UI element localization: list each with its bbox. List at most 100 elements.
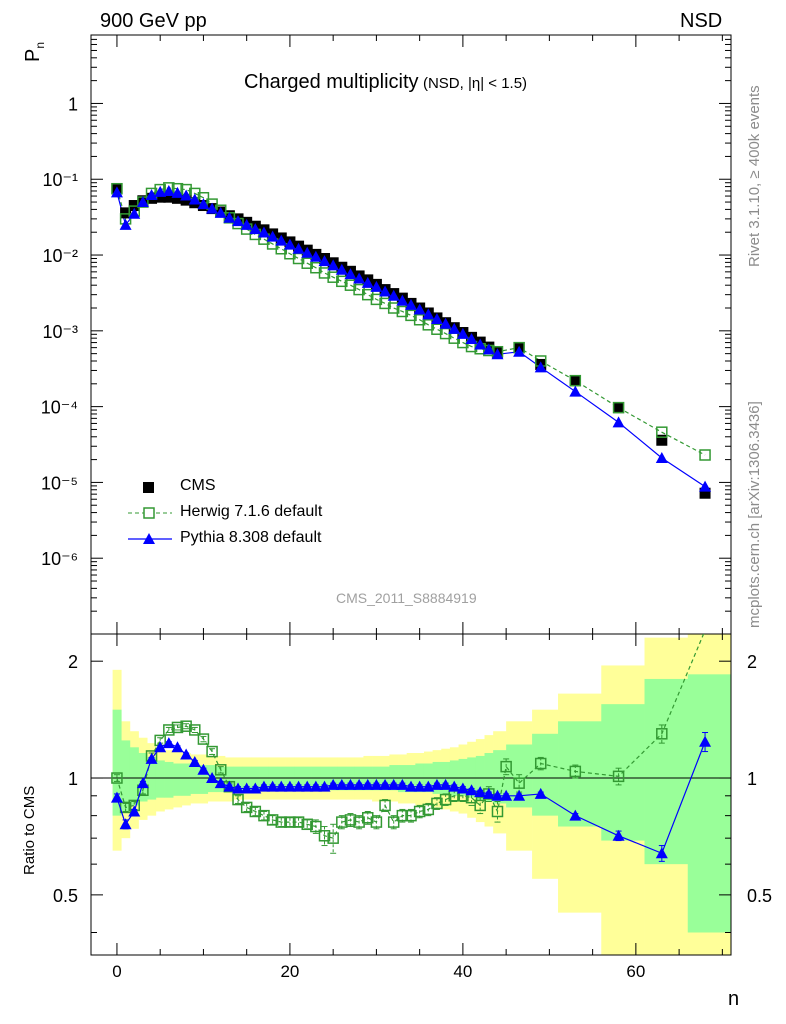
herwig-ratio-point <box>266 814 279 826</box>
uncertainty-band-inner <box>458 758 468 796</box>
pythia-ratio-point <box>361 778 374 790</box>
herwig-ratio-point <box>612 770 625 783</box>
pythia-ratio-point <box>266 780 279 792</box>
ratio-y-tick-label: 1 <box>68 769 78 789</box>
pythia-ratio-point <box>335 778 348 790</box>
cms-point <box>163 191 175 203</box>
pythia-point <box>249 223 262 235</box>
pythia-ratio-point <box>353 778 366 790</box>
herwig-line <box>116 187 706 456</box>
herwig-ratio-point <box>431 797 443 810</box>
uncertainty-band-inner <box>687 674 732 933</box>
uncertainty-band-inner <box>164 761 174 798</box>
pythia-ratio-point <box>188 755 201 767</box>
cms-point <box>120 207 132 219</box>
pythia-ratio-point <box>387 778 400 790</box>
uncertainty-band-inner <box>493 750 507 804</box>
pythia-point <box>422 308 435 320</box>
cms-point <box>613 402 625 414</box>
main-y-tick-label: 10⁻¹ <box>42 170 78 190</box>
pythia-line <box>116 190 706 488</box>
ratio-plot-frame <box>90 633 732 956</box>
pythia-ratio-point <box>699 735 712 747</box>
ratio-xlabel: n <box>728 988 740 1010</box>
herwig-ratio-point <box>232 793 244 806</box>
x-tick-label: 40 <box>453 962 472 981</box>
pythia-ratio-point <box>569 809 582 821</box>
pythia-ratio-point <box>534 787 547 799</box>
pythia-point <box>171 186 184 198</box>
pythia-ratio-point <box>456 782 469 794</box>
pythia-point <box>491 348 504 360</box>
uncertainty-band-inner <box>225 766 235 793</box>
uncertainty-band-inner <box>644 678 689 865</box>
pythia-point <box>612 416 625 428</box>
ratio-y-tick-label-right: 0.5 <box>747 886 772 906</box>
pythia-ratio-point <box>318 780 331 792</box>
uncertainty-band-inner <box>138 753 148 802</box>
pythia-point <box>439 317 452 329</box>
herwig-ratio-point <box>405 809 417 822</box>
pythia-ratio-point <box>240 782 253 794</box>
legend-herwig-marker <box>128 507 172 519</box>
pythia-point <box>396 294 409 306</box>
legend-pythia-label: Pythia 8.308 default <box>180 529 322 546</box>
pythia-ratio-point <box>500 789 513 801</box>
pythia-point <box>257 226 270 238</box>
pythia-ratio-point <box>301 780 314 792</box>
pythia-ratio-point <box>655 847 668 859</box>
main-ylabel-text: P <box>22 48 44 62</box>
pythia-point <box>180 189 193 201</box>
main-y-tick-label: 10⁻² <box>42 246 78 266</box>
pythia-point <box>474 338 487 350</box>
uncertainty-band-inner <box>173 763 183 796</box>
pythia-ratio-point <box>232 782 245 794</box>
pythia-ratio-point <box>422 780 435 792</box>
herwig-ratio-point <box>344 814 357 826</box>
analysis-watermark: CMS_2011_S8884919 <box>336 590 477 606</box>
pythia-ratio-point <box>439 778 452 790</box>
pythia-point <box>188 193 201 205</box>
ratio-ylabel: Ratio to CMS <box>21 785 38 875</box>
pythia-point <box>119 218 132 230</box>
pythia-ratio-point <box>405 780 417 792</box>
ratio-y-tick-label-right: 2 <box>747 652 757 672</box>
herwig-ratio-point <box>301 818 313 831</box>
pythia-ratio-point <box>275 780 288 792</box>
pythia-point <box>145 188 158 200</box>
pythia-ratio-point <box>513 789 526 801</box>
herwig-ratio-point <box>206 745 218 758</box>
legend-pythia-marker <box>128 533 172 544</box>
herwig-ratio-point <box>500 760 512 773</box>
legend-cms-label: CMS <box>180 477 216 494</box>
herwig-ratio-point <box>310 820 322 833</box>
pythia-ratio-point <box>413 780 426 792</box>
pythia-point <box>223 211 236 223</box>
main-y-tick-label: 1 <box>68 94 78 114</box>
pythia-point <box>110 186 123 198</box>
pythia-point <box>240 218 253 230</box>
pythia-ratio-point <box>448 780 461 792</box>
pythia-ratio-point <box>292 780 305 792</box>
herwig-point <box>612 401 625 414</box>
herwig-ratio-point <box>240 801 253 814</box>
uncertainty-band-inner <box>121 740 131 812</box>
pythia-point <box>266 230 279 242</box>
uncertainty-band-inner <box>155 760 165 798</box>
herwig-point <box>396 305 409 318</box>
pythia-ratio-point <box>136 777 149 789</box>
herwig-ratio-point <box>534 757 547 770</box>
herwig-ratio-point <box>327 832 339 844</box>
pythia-point <box>430 313 443 325</box>
legend-herwig-label: Herwig 7.1.6 default <box>180 503 323 520</box>
pythia-point <box>214 206 227 218</box>
mcplots-label: mcplots.cern.ch [arXiv:1306.3436] <box>746 401 763 628</box>
pythia-point <box>136 196 149 208</box>
herwig-ratio-point <box>292 816 305 828</box>
pythia-ratio-point <box>491 789 504 801</box>
herwig-ratio-point <box>396 809 409 822</box>
pythia-point <box>405 298 417 310</box>
main-ylabel-sub: n <box>33 41 47 49</box>
pythia-point <box>206 202 219 214</box>
pythia-ratio-point <box>474 786 487 798</box>
